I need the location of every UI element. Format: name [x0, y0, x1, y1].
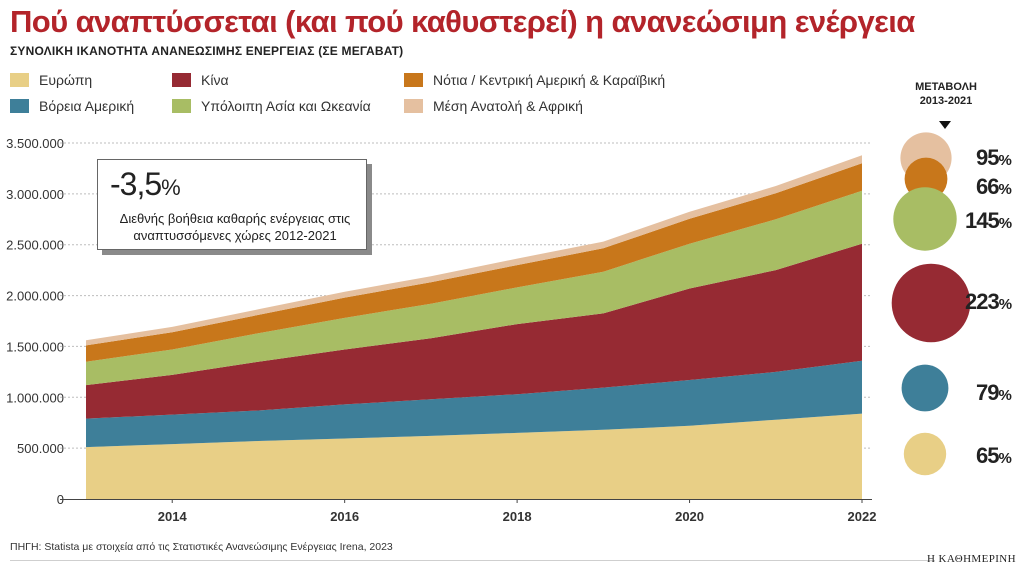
- area-series-0: [86, 413, 862, 499]
- legend-swatch-middle-east: [404, 99, 423, 113]
- y-tick-label: 1.500.000: [6, 339, 64, 354]
- legend-label-china: Κίνα: [201, 72, 229, 88]
- legend-item-china: Κίνα: [172, 72, 229, 88]
- footer-divider: [10, 560, 935, 561]
- x-tick-label: 2018: [503, 509, 532, 524]
- publisher-logo: Η ΚΑΘΗΜΕΡΙΝΗ: [927, 553, 1016, 565]
- legend-label-north-america: Βόρεια Αμερική: [39, 98, 135, 114]
- change-header-line1: ΜΕΤΑΒΟΛΗ: [915, 81, 977, 93]
- area-series-4: [86, 163, 862, 362]
- legend-item-north-america: Βόρεια Αμερική: [10, 98, 134, 114]
- y-tick-label: 3.500.000: [6, 136, 64, 151]
- change-header-line2: 2013-2021: [919, 95, 973, 107]
- change-pct-middle-east: 95%: [976, 145, 1012, 170]
- legend-label-europe: Ευρώπη: [39, 72, 93, 88]
- axes: 0500.0001.000.0001.500.0002.000.0002.500…: [6, 136, 876, 524]
- y-tick-label: 2.500.000: [6, 238, 64, 253]
- y-tick-label: 2.000.000: [6, 289, 64, 304]
- source-note: ΠΗΓΗ: Statista με στοιχεία από τις Στατι…: [10, 541, 393, 553]
- legend-item-europe: Ευρώπη: [10, 72, 92, 88]
- y-tick-label: 500.000: [17, 441, 64, 456]
- x-tick-label: 2016: [330, 509, 359, 524]
- arrow-down-icon: [939, 121, 951, 129]
- callout-box: -3,5% Διεθνής βοήθεια καθαρής ενέργειας …: [97, 159, 367, 250]
- chart-title: Πού αναπτύσσεται (και πού καθυστερεί) η …: [10, 4, 915, 39]
- change-pct-north-america: 79%: [976, 380, 1012, 405]
- callout-description: Διεθνής βοήθεια καθαρής ενέργειας στις α…: [119, 211, 351, 243]
- legend-swatch-china: [172, 73, 191, 87]
- area-series-2: [86, 243, 862, 419]
- legend-item-middle-east: Μέση Ανατολή & Αφρική: [404, 98, 583, 114]
- y-tick-label: 3.000.000: [6, 187, 64, 202]
- x-tick-label: 2014: [158, 509, 188, 524]
- legend-swatch-south-america: [404, 73, 423, 87]
- area-series-3: [86, 190, 862, 386]
- change-pct-south-america: 66%: [976, 174, 1012, 199]
- y-tick-label: 1.000.000: [6, 390, 64, 405]
- change-bubble-5: [903, 432, 947, 476]
- legend-label-rest-asia: Υπόλοιπη Ασία και Ωκεανία: [201, 98, 371, 114]
- legend-label-middle-east: Μέση Ανατολή & Αφρική: [433, 98, 583, 114]
- stacked-areas: [86, 155, 862, 499]
- change-pct-europe: 65%: [976, 443, 1012, 468]
- change-pct-china: 223%: [965, 289, 1012, 314]
- chart-subtitle: ΣΥΝΟΛΙΚΗ ΙΚΑΝΟΤΗΤΑ ΑΝΑΝΕΩΣΙΜΗΣ ΕΝΕΡΓΕΙΑΣ…: [10, 44, 404, 58]
- change-bubbles: [891, 132, 971, 476]
- legend-label-south-america: Νότια / Κεντρική Αμερική & Καραϊβική: [433, 72, 666, 88]
- area-series-1: [86, 360, 862, 448]
- change-pct-rest-asia: 145%: [965, 208, 1012, 233]
- x-tick-label: 2020: [675, 509, 704, 524]
- change-bubble-3: [891, 263, 971, 343]
- x-tick-label: 2022: [848, 509, 877, 524]
- legend-item-south-america: Νότια / Κεντρική Αμερική & Καραϊβική: [404, 72, 665, 88]
- callout-value: -3,5%: [110, 166, 181, 202]
- legend-swatch-north-america: [10, 99, 29, 113]
- legend-swatch-rest-asia: [172, 99, 191, 113]
- change-bubble-2: [893, 187, 957, 251]
- change-bubble-4: [901, 364, 949, 412]
- legend-item-rest-asia: Υπόλοιπη Ασία και Ωκεανία: [172, 98, 371, 114]
- legend-swatch-europe: [10, 73, 29, 87]
- change-panel-header: ΜΕΤΑΒΟΛΗ 2013-2021: [898, 80, 994, 108]
